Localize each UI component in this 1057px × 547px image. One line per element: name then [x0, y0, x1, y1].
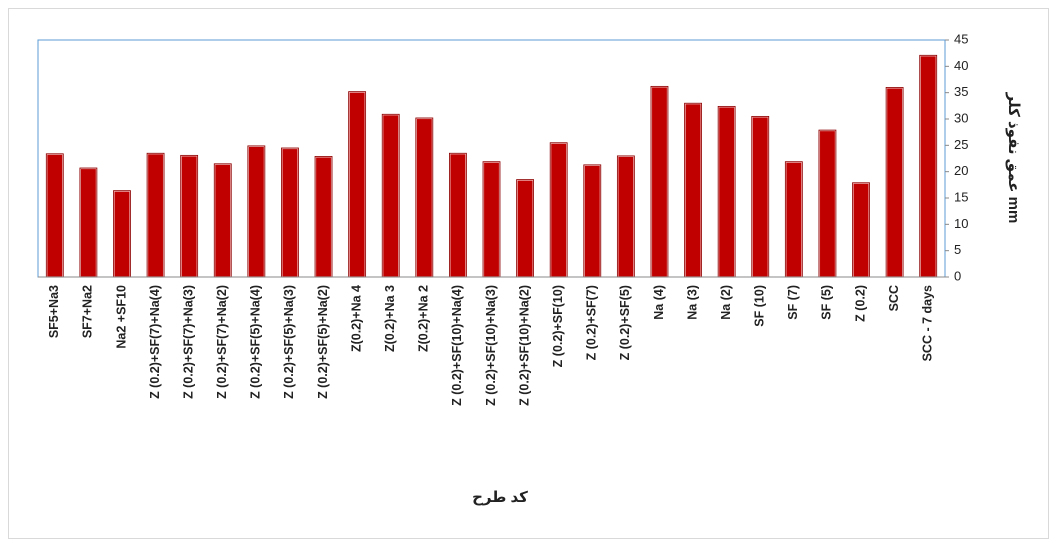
bar [482, 161, 501, 278]
x-tick-label: Na (4) [652, 285, 666, 320]
bar [617, 155, 635, 278]
x-tick-label: SCC - 7 days [921, 285, 935, 361]
x-tick-label: Na (3) [685, 285, 699, 320]
bar [785, 161, 803, 278]
x-tick-label: SF (10) [753, 285, 767, 327]
bar [583, 164, 601, 278]
x-tick-label: Z (0.2)+SF(7)+Na(2) [215, 285, 229, 399]
bar [113, 190, 131, 278]
y-tick-label: 20 [954, 163, 968, 178]
bar [46, 153, 64, 278]
x-tick-label: SF5+Na3 [47, 285, 61, 338]
bar [684, 103, 702, 278]
x-tick-label: Z(0.2)+Na 3 [383, 285, 397, 352]
x-tick-label: Z (0.2)+SF(10)+Na(3) [484, 285, 498, 406]
y-tick-label: 25 [954, 137, 968, 152]
bar [650, 86, 669, 278]
y-tick-label: 45 [954, 31, 968, 46]
x-tick-label: Z (0.2)+SF(7) [585, 285, 599, 360]
y-tick-label: 5 [954, 242, 961, 257]
x-tick-label: Z (0.2)+SF(10) [551, 285, 565, 367]
x-tick-label: Z (0.2)+SF(5) [618, 285, 632, 360]
bar [247, 145, 265, 278]
y-tick-label: 30 [954, 110, 968, 125]
bar [214, 163, 232, 278]
x-tick-label: Z(0.2)+Na 4 [349, 285, 363, 352]
bar [516, 179, 534, 278]
x-tick-label: SCC [887, 285, 901, 311]
bar [751, 116, 769, 278]
bar [718, 106, 736, 278]
bar [449, 153, 467, 278]
bar [281, 147, 299, 278]
y-tick-label: 10 [954, 216, 968, 231]
x-tick-label: Z (0.2)+SF(7)+Na(4) [148, 285, 162, 399]
x-tick-label: Na2 +SF10 [114, 285, 128, 349]
bar [550, 142, 568, 278]
x-tick-label: Z (0.2) [853, 285, 867, 322]
y-axis-title: عمق نفوذ کلر mm [1005, 92, 1022, 224]
bar [919, 55, 937, 278]
bar [314, 156, 333, 278]
bar [818, 129, 837, 278]
x-tick-label: SF (7) [786, 285, 800, 320]
y-tick-label: 15 [954, 189, 968, 204]
bar [415, 117, 433, 278]
x-tick-label: Z(0.2)+Na 2 [417, 285, 431, 352]
x-axis-title: کد طرح [472, 489, 528, 506]
bar [852, 182, 870, 278]
x-tick-label: Z (0.2)+SF(5)+Na(3) [282, 285, 296, 399]
bar [79, 167, 97, 278]
x-tick-label: Na (2) [719, 285, 733, 320]
x-tick-label: Z (0.2)+SF(5)+Na(4) [249, 285, 263, 399]
x-tick-label: Z (0.2)+SF(10)+Na(4) [450, 285, 464, 406]
y-tick-label: 0 [954, 268, 961, 283]
x-tick-label: SF (5) [820, 285, 834, 320]
y-tick-label: 35 [954, 84, 968, 99]
bar [382, 114, 400, 278]
bar [348, 91, 366, 278]
bar [180, 155, 198, 278]
bar [146, 153, 165, 278]
bar [886, 87, 904, 278]
x-tick-label: Z (0.2)+SF(10)+Na(2) [517, 285, 531, 406]
x-tick-label: SF7+Na2 [81, 285, 95, 338]
x-tick-label: Z (0.2)+SF(5)+Na(2) [316, 285, 330, 399]
x-tick-label: Z (0.2)+SF(7)+Na(3) [181, 285, 195, 399]
y-tick-label: 40 [954, 58, 968, 73]
